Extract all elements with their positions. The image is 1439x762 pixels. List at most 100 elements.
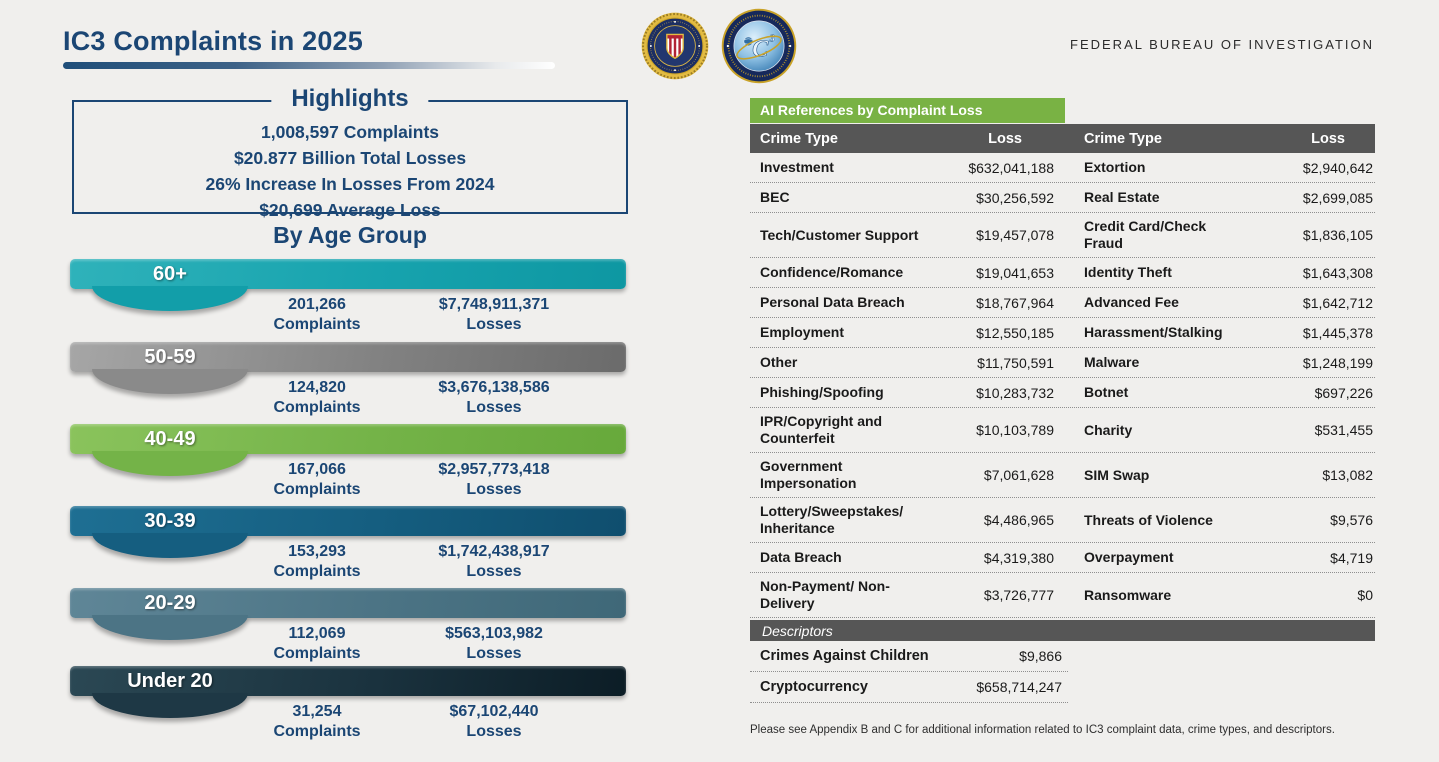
loss-row: Employment $12,550,185 Harassment/Stalki…: [750, 318, 1375, 348]
descriptors-header: Descriptors: [750, 620, 1375, 641]
age-group-40-49: 40-49 167,066 Complaints $2,957,773,418 …: [70, 424, 626, 502]
loss-value-cell: $1,643,308: [1302, 264, 1373, 281]
losses-caption: Losses: [466, 562, 522, 580]
age-group-60plus: 60+ 201,266 Complaints $7,748,911,371 Lo…: [70, 259, 626, 337]
loss-value-cell: $632,041,188: [968, 159, 1054, 176]
crime-type-cell: Botnet: [1084, 384, 1129, 400]
losses-value: $2,957,773,418: [438, 461, 550, 478]
complaints-caption: Complaints: [273, 722, 361, 740]
crime-type-cell: Advanced Fee: [1084, 294, 1179, 310]
complaints-caption: Complaints: [273, 480, 361, 498]
crime-type-cell: Data Breach: [760, 549, 842, 565]
complaints-caption: Complaints: [273, 644, 361, 662]
crime-type-cell: Confidence/Romance: [760, 264, 904, 280]
complaints-value: 112,069: [288, 625, 346, 642]
age-bar: 40-49: [70, 424, 626, 476]
complaints-stat: 112,069 Complaints: [217, 624, 417, 663]
age-bar-label: Under 20: [127, 670, 213, 692]
complaints-value: 31,254: [292, 703, 342, 720]
losses-stat: $7,748,911,371 Losses: [394, 295, 594, 334]
losses-value: $7,748,911,371: [438, 296, 550, 313]
loss-value-cell: $1,836,105: [1302, 227, 1373, 243]
loss-value-cell: $30,256,592: [976, 189, 1054, 206]
column-header: Loss: [988, 130, 1022, 147]
loss-row: Investment $632,041,188 Extortion $2,940…: [750, 153, 1375, 183]
loss-value-cell: $0: [1357, 587, 1373, 603]
losses-caption: Losses: [466, 644, 522, 662]
loss-row: Personal Data Breach $18,767,964 Advance…: [750, 288, 1375, 318]
crime-type-cell: Extortion: [1084, 159, 1146, 175]
age-bar: 60+: [70, 259, 626, 311]
crime-type-cell: Lottery/Sweepstakes/ Inheritance: [760, 503, 904, 536]
losses-caption: Losses: [466, 480, 522, 498]
age-bar-label: 50-59: [144, 346, 196, 368]
crime-type-cell: SIM Swap: [1084, 466, 1150, 483]
age-section-title: By Age Group: [273, 222, 427, 248]
loss-row: BEC $30,256,592 Real Estate $2,699,085: [750, 183, 1375, 213]
crime-type-cell: Phishing/Spoofing: [760, 384, 884, 400]
losses-stat: $3,676,138,586 Losses: [394, 378, 594, 417]
losses-value: $67,102,440: [449, 703, 539, 720]
loss-value-cell: $13,082: [1322, 467, 1373, 483]
loss-value-cell: $19,041,653: [976, 264, 1054, 281]
losses-caption: Losses: [466, 315, 522, 333]
loss-value-cell: $10,283,732: [976, 384, 1054, 401]
loss-value-cell: $3,726,777: [983, 587, 1054, 603]
age-group-50-59: 50-59 124,820 Complaints $3,676,138,586 …: [70, 342, 626, 420]
complaints-stat: 167,066 Complaints: [217, 460, 417, 499]
complaints-caption: Complaints: [273, 562, 361, 580]
losses-stat: $67,102,440 Losses: [394, 702, 594, 741]
crime-type-cell: Government Impersonation: [760, 458, 857, 491]
complaints-value: 124,820: [288, 379, 346, 396]
descriptor-label: Cryptocurrency: [760, 679, 868, 695]
crime-type-cell: Charity: [1084, 421, 1133, 438]
loss-table: AI References by Complaint Loss Crime Ty…: [750, 98, 1375, 703]
age-bar-label: 40-49: [144, 428, 196, 450]
losses-stat: $2,957,773,418 Losses: [394, 460, 594, 499]
losses-stat: $1,742,438,917 Losses: [394, 542, 594, 581]
loss-value-cell: $4,486,965: [983, 512, 1054, 528]
losses-stat: $563,103,982 Losses: [394, 624, 594, 663]
age-bar: 30-39: [70, 506, 626, 558]
crime-type-cell: Identity Theft: [1084, 264, 1172, 280]
losses-value: $563,103,982: [445, 625, 543, 642]
loss-value-cell: $18,767,964: [976, 294, 1054, 311]
loss-row: Confidence/Romance $19,041,653 Identity …: [750, 258, 1375, 288]
age-group-30-39: 30-39 153,293 Complaints $1,742,438,917 …: [70, 506, 626, 584]
crime-type-cell: Threats of Violence: [1084, 511, 1213, 528]
highlight-average-loss: $20,699 Average Loss: [259, 200, 441, 220]
loss-value-cell: $10,103,789: [976, 422, 1054, 438]
descriptor-value: $658,714,247: [976, 679, 1062, 695]
loss-value-cell: $11,750,591: [977, 354, 1054, 371]
complaints-stat: 124,820 Complaints: [217, 378, 417, 417]
crime-type-cell: Non-Payment/ Non-Delivery: [760, 578, 890, 611]
age-bar-label: 30-39: [144, 510, 196, 532]
ic3-seal-icon: C 3: [721, 8, 797, 89]
crime-type-cell: Employment: [760, 324, 845, 340]
loss-row: Phishing/Spoofing $10,283,732 Botnet $69…: [750, 378, 1375, 408]
loss-value-cell: $19,457,078: [976, 227, 1054, 243]
complaints-stat: 153,293 Complaints: [217, 542, 417, 581]
crime-type-cell: Other: [760, 354, 798, 370]
loss-value-cell: $2,699,085: [1302, 189, 1373, 206]
column-header: Loss: [1311, 130, 1345, 147]
loss-row: Non-Payment/ Non-Delivery $3,726,777 Ran…: [750, 573, 1375, 618]
loss-value-cell: $1,248,199: [1302, 354, 1373, 371]
loss-row: Lottery/Sweepstakes/ Inheritance $4,486,…: [750, 498, 1375, 543]
svg-text:C: C: [752, 36, 769, 63]
crime-type-cell: Overpayment: [1084, 549, 1174, 565]
loss-row: IPR/Copyright and Counterfeit $10,103,78…: [750, 408, 1375, 453]
descriptor-label: Crimes Against Children: [760, 648, 929, 664]
descriptor-row: Cryptocurrency $658,714,247: [750, 672, 1068, 703]
agency-name: FEDERAL BUREAU OF INVESTIGATION: [1070, 37, 1374, 52]
losses-value: $3,676,138,586: [438, 379, 550, 396]
age-bar: Under 20: [70, 666, 626, 718]
losses-caption: Losses: [466, 398, 522, 416]
svg-text:3: 3: [769, 33, 776, 44]
fbi-seal-icon: [641, 12, 709, 85]
crime-type-cell: Harassment/Stalking: [1084, 324, 1223, 340]
highlights-box: Highlights 1,008,597 Complaints $20.877 …: [72, 85, 628, 220]
loss-value-cell: $1,445,378: [1302, 324, 1373, 341]
descriptor-value: $9,866: [1019, 648, 1062, 664]
